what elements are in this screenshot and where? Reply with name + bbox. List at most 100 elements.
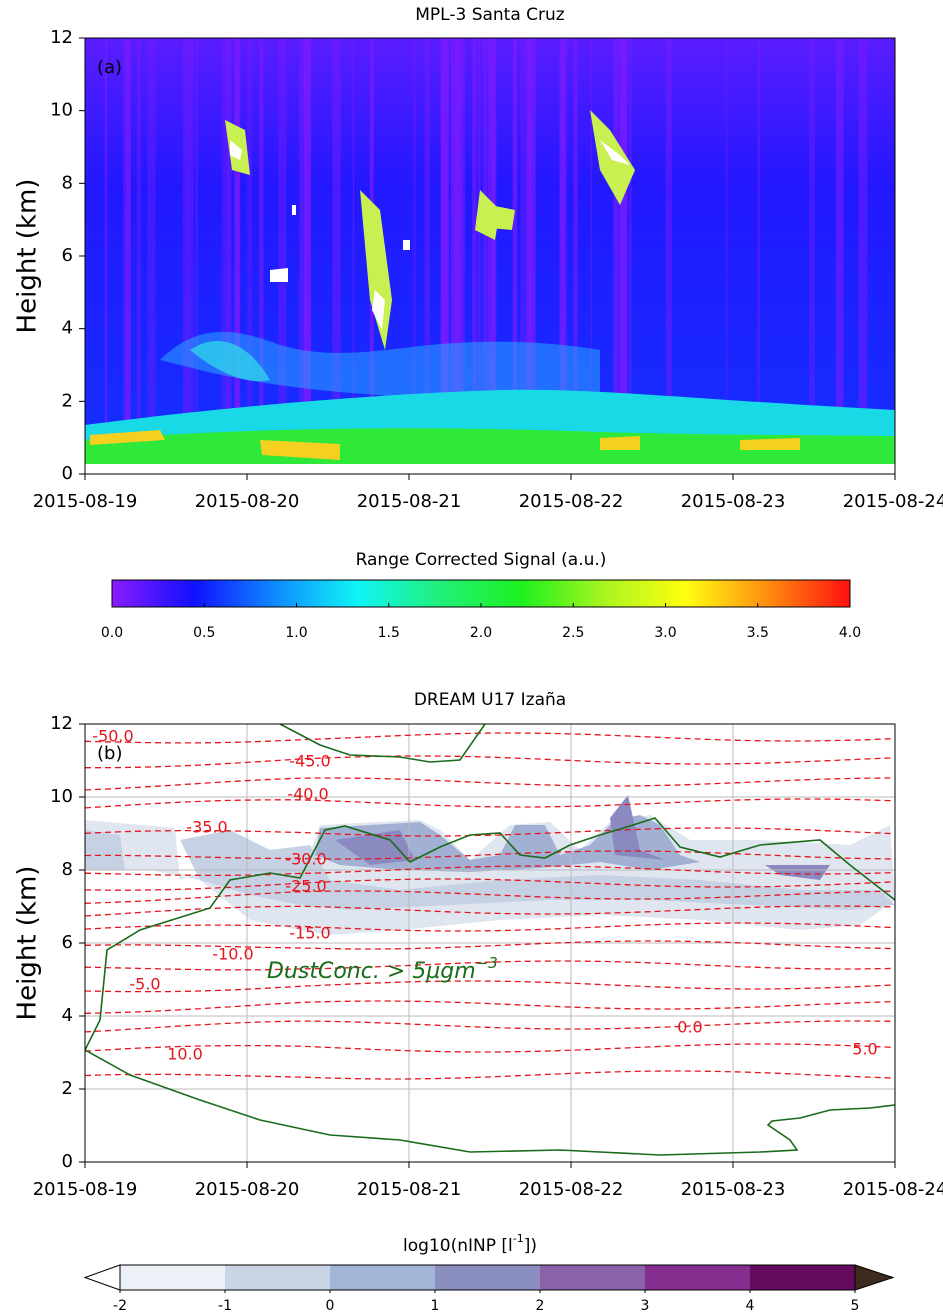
image-strip xyxy=(233,38,241,430)
colorbar-tick-label: 4 xyxy=(746,1298,755,1314)
image-strip xyxy=(520,38,528,461)
inp-contour-fill xyxy=(85,830,895,910)
image-strip xyxy=(424,38,430,452)
y-tick-label: 12 xyxy=(50,27,73,48)
image-strip xyxy=(809,38,815,423)
image-strip xyxy=(186,38,194,463)
image-strip xyxy=(862,38,868,420)
image-strip xyxy=(454,38,460,464)
aerosol-layer xyxy=(190,341,270,382)
cloud xyxy=(90,430,800,460)
colorbar-frame xyxy=(119,1264,856,1291)
image-strip xyxy=(621,38,627,464)
y-axis-label: Height (km) xyxy=(13,866,43,1021)
image-strip xyxy=(412,38,416,438)
x-tick-label: 2015-08-22 xyxy=(519,1179,624,1200)
y-tick-label: 0 xyxy=(62,1151,73,1172)
colorbar-bin xyxy=(645,1265,750,1290)
temperature-contour xyxy=(85,798,895,809)
temperature-contour xyxy=(85,960,895,971)
y-tick-label: 6 xyxy=(62,932,73,953)
colorbar-tick-label: 1.5 xyxy=(378,625,400,641)
image-strip xyxy=(147,38,156,423)
colorbar-tick-label: 3.5 xyxy=(747,625,769,641)
image-strip xyxy=(126,38,131,442)
image-strip xyxy=(301,38,310,419)
contour-label: 5.0 xyxy=(852,1040,877,1059)
colorbar-tick-label: 1.0 xyxy=(285,625,307,641)
colorbar-tick-label: 0.0 xyxy=(101,625,123,641)
image-strip xyxy=(618,38,621,452)
contour-label: 0.0 xyxy=(677,1018,702,1037)
colorbar-label-part: log10(nINP [l xyxy=(403,1236,513,1256)
x-tick-label: 2015-08-22 xyxy=(519,491,624,512)
annotation-text: DustConc. > 5µgm xyxy=(267,959,476,984)
temperature-contour xyxy=(85,940,895,950)
contour-label: -10.0 xyxy=(212,945,253,964)
x-tick-label: 2015-08-20 xyxy=(195,1179,300,1200)
colorbar-bin xyxy=(435,1265,540,1290)
colorbar-bin xyxy=(750,1265,855,1290)
contour-label: -40.0 xyxy=(287,785,328,804)
temperature-contour xyxy=(85,905,895,917)
contour-label: -25.0 xyxy=(285,877,326,896)
y-axis-label: Height (km) xyxy=(13,179,43,334)
contour-label: -50.0 xyxy=(92,727,133,746)
image-strip xyxy=(835,38,844,456)
y-tick-label: 4 xyxy=(62,1005,73,1026)
temperature-contour xyxy=(85,777,895,791)
dust-contour xyxy=(85,817,895,1156)
colorbar-label: Range Corrected Signal (a.u.) xyxy=(356,550,607,570)
annotation: DustConc. > 5µgm−3 xyxy=(267,954,498,985)
image-strip xyxy=(247,38,253,434)
image-strip xyxy=(450,38,458,435)
x-tick-label: 2015-08-23 xyxy=(681,491,786,512)
image-strip xyxy=(195,38,198,441)
temperature-contours xyxy=(85,732,895,1080)
image-strip xyxy=(441,38,444,467)
colorbar-label-sup: -1 xyxy=(513,1232,524,1245)
temperature-contour xyxy=(85,755,895,769)
image-strip xyxy=(629,38,632,447)
contour-label: 10.0 xyxy=(167,1045,203,1064)
temperature-contour xyxy=(85,1000,895,1014)
image-strip xyxy=(665,38,672,432)
image-strip xyxy=(757,38,760,436)
annotation-superscript: −3 xyxy=(476,954,498,972)
x-tick-label: 2015-08-21 xyxy=(357,1179,462,1200)
image-strip xyxy=(221,38,223,423)
image-strip xyxy=(182,38,188,466)
grid xyxy=(85,724,895,1162)
inp-contour-fill xyxy=(85,815,895,935)
y-tick-label: 6 xyxy=(62,245,73,266)
y-tick-label: 8 xyxy=(62,859,73,880)
temperature-contour xyxy=(85,890,895,904)
image-strip xyxy=(559,38,565,423)
chart-title: DREAM U17 Izaña xyxy=(414,690,566,710)
x-tick-label: 2015-08-19 xyxy=(33,1179,138,1200)
lidar-image xyxy=(85,38,895,474)
colorbar-tick-label: 2 xyxy=(536,1298,545,1314)
image-strips xyxy=(104,38,868,467)
colorbar-tick-label: 2.0 xyxy=(470,625,492,641)
temperature-contour xyxy=(85,827,895,837)
image-strip xyxy=(259,38,264,453)
x-tick-label: 2015-08-24 xyxy=(843,1179,943,1200)
colorbar-tick-label: -2 xyxy=(113,1298,127,1314)
image-strip xyxy=(488,38,495,458)
temperature-contour xyxy=(85,850,895,860)
inp-contour-fill xyxy=(335,795,830,880)
temperature-contour xyxy=(85,1070,895,1080)
image-strip xyxy=(512,38,518,425)
image-strip xyxy=(526,38,536,450)
colorbar-tick-label: -1 xyxy=(218,1298,232,1314)
image-strip xyxy=(472,38,477,419)
image-strip xyxy=(303,38,312,461)
image-strip xyxy=(562,38,567,433)
x-tick-label: 2015-08-21 xyxy=(357,491,462,512)
colorbar-tick-label: 5 xyxy=(851,1298,860,1314)
x-tick-label: 2015-08-24 xyxy=(843,491,943,512)
colorbar-tick-label: 4.0 xyxy=(839,625,861,641)
y-tick-label: 0 xyxy=(62,463,73,484)
